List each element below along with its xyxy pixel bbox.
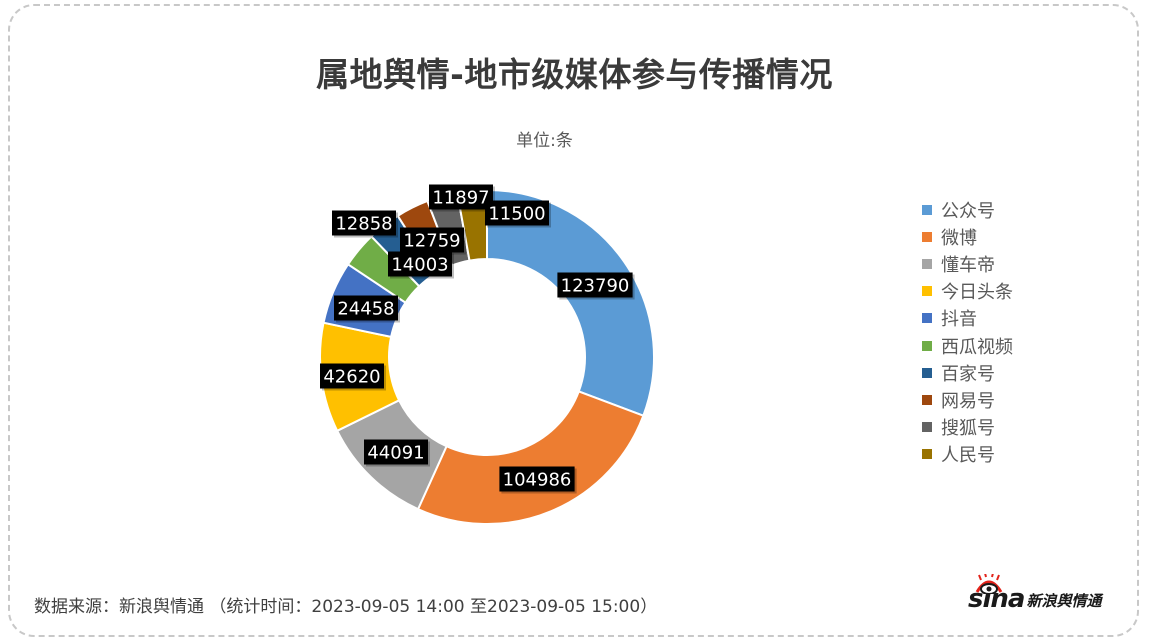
legend-swatch-icon <box>922 340 932 351</box>
legend-label: 人民号 <box>941 445 995 467</box>
svg-text:104986: 104986 <box>503 470 572 491</box>
chart-frame <box>8 4 1139 637</box>
legend-label: 百家号 <box>941 363 995 385</box>
legend-swatch-icon <box>922 449 932 460</box>
legend-swatch-icon <box>922 258 932 269</box>
legend-swatch-icon <box>922 286 932 297</box>
legend-item[interactable]: 今日头条 <box>922 278 1013 305</box>
legend-label: 西瓜视频 <box>941 336 1013 358</box>
data-label: 42620 <box>320 363 386 391</box>
legend-swatch-icon <box>922 204 932 215</box>
legend-item[interactable]: 公众号 <box>922 196 1013 223</box>
donut-slice[interactable] <box>486 188 655 418</box>
data-label: 14003 <box>388 251 454 279</box>
data-label: 12858 <box>332 210 398 238</box>
data-label: 11897 <box>429 184 495 212</box>
svg-text:123790: 123790 <box>561 276 630 297</box>
data-label: 12759 <box>400 227 466 255</box>
svg-text:24458: 24458 <box>337 299 394 320</box>
legend-label: 网易号 <box>941 390 995 412</box>
sina-yuqingtong-logo: sina 新浪舆情通 <box>968 574 1102 612</box>
legend-label: 微博 <box>941 227 977 249</box>
legend-item[interactable]: 搜狐号 <box>922 414 1013 441</box>
svg-text:12858: 12858 <box>335 214 392 235</box>
legend-label: 抖音 <box>941 309 977 331</box>
donut-slices <box>319 188 655 525</box>
legend-item[interactable]: 人民号 <box>922 441 1013 468</box>
data-label: 104986 <box>499 466 577 494</box>
svg-text:11897: 11897 <box>432 188 489 209</box>
legend-swatch-icon <box>922 367 932 378</box>
legend-label: 今日头条 <box>941 282 1013 304</box>
sina-eye-icon <box>975 574 1003 594</box>
chart-legend: 公众号微博懂车帝今日头条抖音西瓜视频百家号网易号搜狐号人民号 <box>922 196 1013 468</box>
data-label: 123790 <box>557 272 635 300</box>
data-label: 24458 <box>334 295 400 323</box>
legend-item[interactable]: 抖音 <box>922 305 1013 332</box>
data-labels: 123790 104986 44091 42620 24458 14003 12858 127… <box>320 184 635 494</box>
legend-item[interactable]: 西瓜视频 <box>922 332 1013 359</box>
legend-item[interactable]: 微博 <box>922 223 1013 250</box>
chart-title: 属地舆情-地市级媒体参与传播情况 <box>316 55 833 94</box>
svg-text:12759: 12759 <box>403 231 460 252</box>
legend-swatch-icon <box>922 313 932 324</box>
svg-text:44091: 44091 <box>367 443 424 464</box>
legend-item[interactable]: 懂车帝 <box>922 250 1013 277</box>
data-label: 44091 <box>364 439 430 467</box>
donut-slice[interactable] <box>416 390 645 525</box>
data-label: 11500 <box>485 200 551 228</box>
legend-swatch-icon <box>922 394 932 405</box>
data-source-footer: 数据来源：新浪舆情通 （统计时间：2023-09-05 14:00 至2023-… <box>34 597 658 617</box>
legend-label: 搜狐号 <box>941 418 995 440</box>
logo-product-name: 新浪舆情通 <box>1026 592 1102 610</box>
legend-label: 公众号 <box>941 200 995 222</box>
sina-wordmark: sina <box>968 574 1025 612</box>
legend-swatch-icon <box>922 231 932 242</box>
legend-item[interactable]: 百家号 <box>922 359 1013 386</box>
svg-text:11500: 11500 <box>488 204 545 225</box>
legend-label: 懂车帝 <box>941 254 995 276</box>
legend-swatch-icon <box>922 422 932 433</box>
svg-text:14003: 14003 <box>391 255 448 276</box>
legend-item[interactable]: 网易号 <box>922 386 1013 413</box>
svg-text:42620: 42620 <box>323 367 380 388</box>
chart-subtitle: 单位:条 <box>516 131 573 151</box>
